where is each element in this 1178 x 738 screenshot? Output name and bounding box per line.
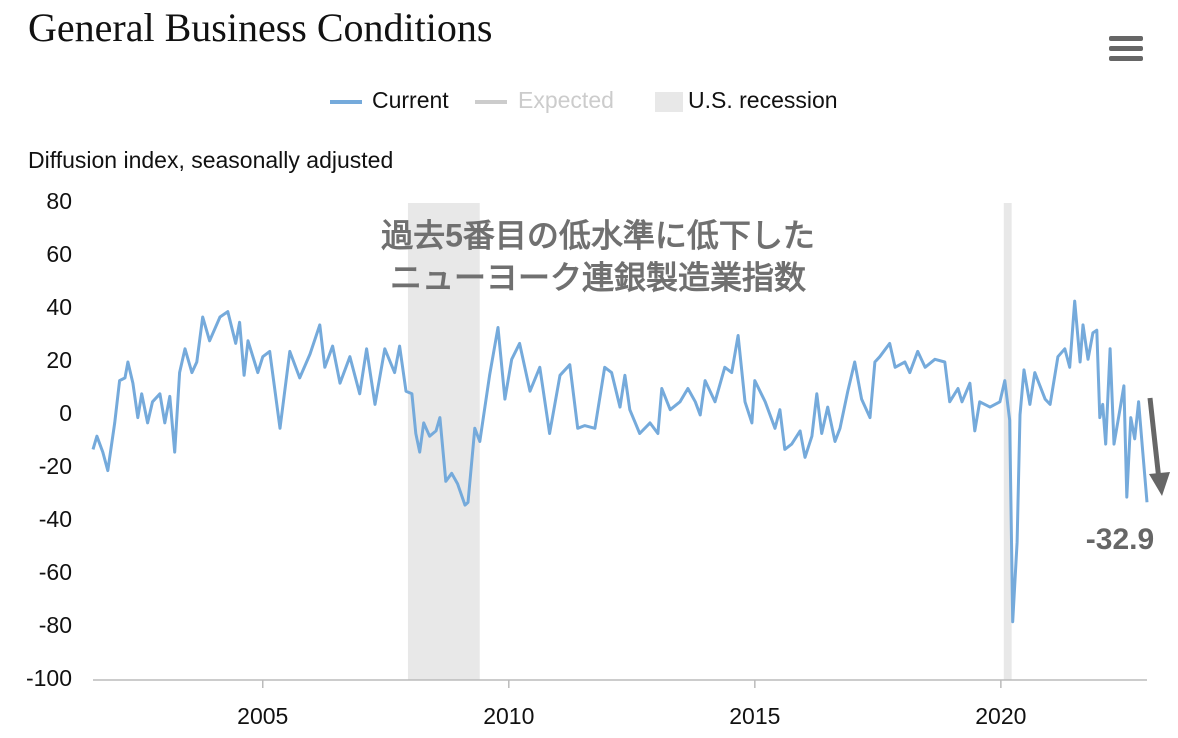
x-tick-label: 2020 <box>975 703 1026 729</box>
arrow <box>1147 397 1170 496</box>
menu-bar <box>1109 56 1143 61</box>
data-label: -32.9 <box>1086 523 1154 556</box>
y-tick-label: 40 <box>46 294 72 320</box>
recession-band <box>1003 203 1012 680</box>
y-tick-label: 60 <box>46 241 72 267</box>
menu-icon[interactable] <box>1109 36 1143 61</box>
y-axis-label: Diffusion index, seasonally adjusted <box>28 147 393 173</box>
legend-label: Expected <box>518 87 614 113</box>
y-tick-label: -20 <box>39 453 72 479</box>
x-tick-label: 2015 <box>729 703 780 729</box>
y-tick-label: 20 <box>46 347 72 373</box>
annotation: 過去5番目の低水準に低下した <box>381 217 815 253</box>
legend-label: Current <box>372 87 449 113</box>
legend-label: U.S. recession <box>688 87 838 113</box>
menu-bar <box>1109 36 1143 41</box>
annotation: ニューヨーク連銀製造業指数 <box>390 259 807 295</box>
y-tick-label: -80 <box>39 612 72 638</box>
y-tick-label: -40 <box>39 506 72 532</box>
x-tick-label: 2005 <box>237 703 288 729</box>
x-tick-label: 2010 <box>483 703 534 729</box>
chart-title: General Business Conditions <box>28 5 492 50</box>
series-line <box>91 299 1149 624</box>
menu-bar <box>1109 46 1143 51</box>
legend-swatch <box>655 92 683 112</box>
y-tick-label: -60 <box>39 559 72 585</box>
y-tick-label: 0 <box>59 400 72 426</box>
y-tick-label: -100 <box>26 665 72 691</box>
y-tick-label: 80 <box>46 188 72 214</box>
